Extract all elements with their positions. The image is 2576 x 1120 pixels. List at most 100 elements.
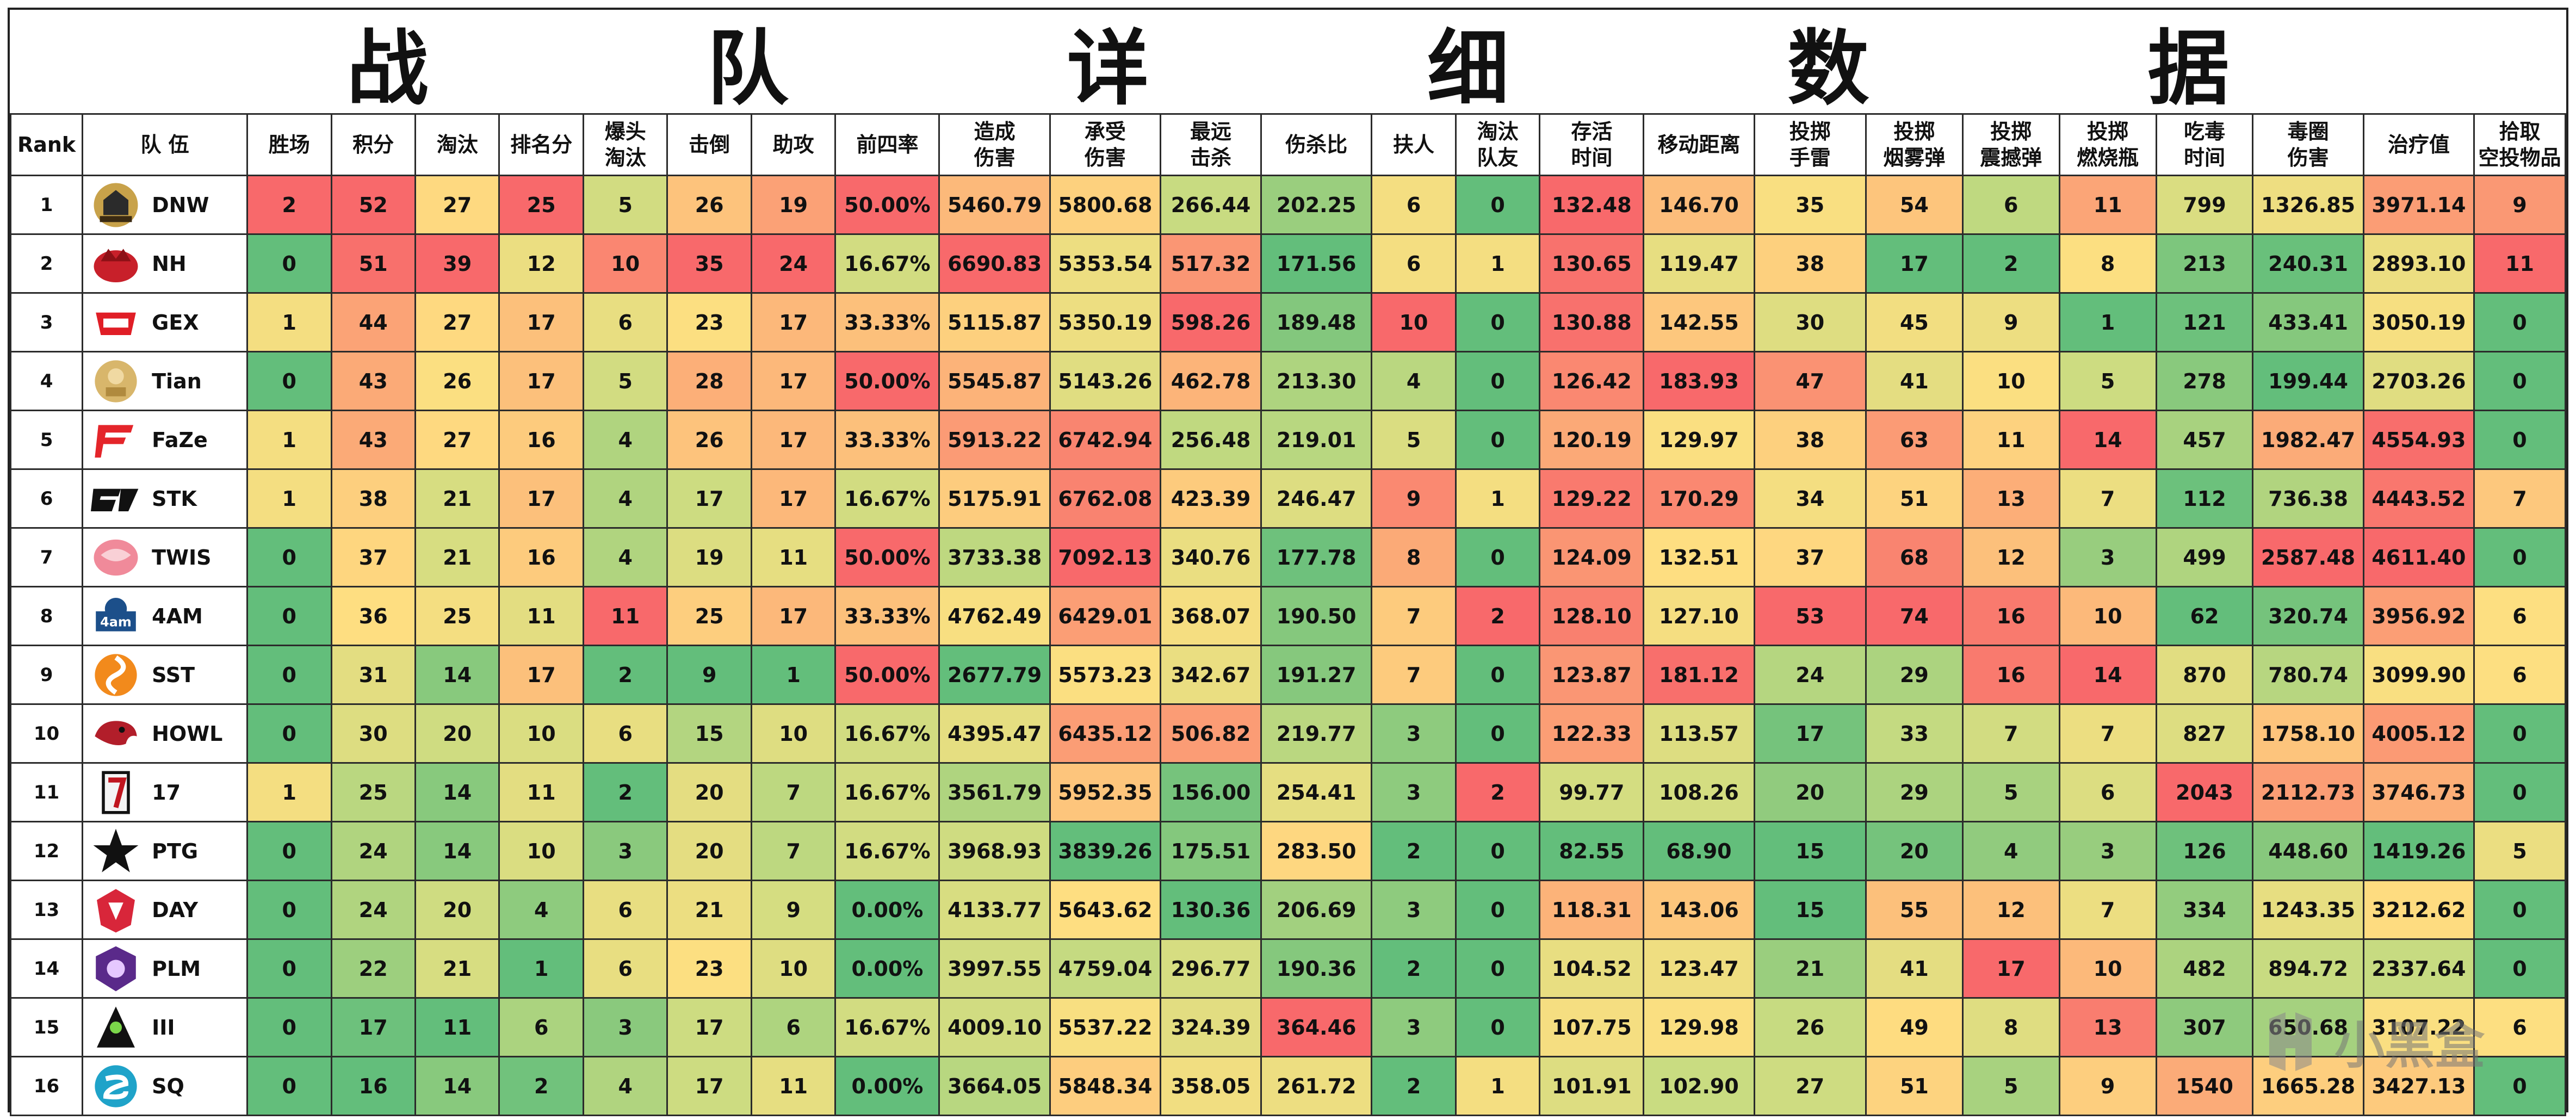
stat-cell: 4133.77 — [938, 880, 1051, 940]
plm-logo — [96, 946, 136, 991]
column-header: 助攻 — [750, 113, 837, 176]
stat-cell: 15 — [1753, 880, 1867, 940]
stat-cell: 0.00% — [834, 880, 940, 940]
stat-cell: 11 — [2058, 175, 2157, 235]
stat-cell: 17 — [498, 468, 584, 529]
stat-cell: 16 — [330, 1056, 416, 1116]
table-row: 13 DAY 0 24 20 4 6 21 9 0.00% 4133.77 5643.62 130.36… — [9, 880, 2566, 940]
nh-logo — [94, 248, 138, 282]
stat-cell: 8 — [2058, 233, 2157, 294]
stat-cell: 0 — [246, 703, 332, 764]
stat-cell: 130.65 — [1539, 233, 1645, 294]
column-header: 吃毒 时间 — [2155, 113, 2254, 176]
stat-cell: 41 — [1865, 938, 1964, 999]
stat-cell: 1419.26 — [2362, 821, 2475, 881]
stat-cell: 4 — [1961, 821, 2060, 881]
stat-cell: 25 — [666, 586, 752, 646]
column-header: 排名分 — [498, 113, 584, 176]
column-header: 伤杀比 — [1260, 113, 1373, 176]
stat-cell: 51 — [1865, 468, 1964, 529]
stat-cell: 5350.19 — [1049, 292, 1162, 352]
stat-cell: 191.27 — [1260, 645, 1373, 705]
stat-cell: 0 — [1454, 175, 1541, 235]
stat-cell: 5460.79 — [938, 175, 1051, 235]
rank-cell: 16 — [9, 1056, 84, 1116]
column-header: 投掷 震撼弹 — [1961, 113, 2060, 176]
stat-cell: 0 — [1454, 527, 1541, 587]
stat-cell: 43 — [330, 410, 416, 470]
stat-cell: 6 — [1961, 175, 2060, 235]
stat-cell: 3664.05 — [938, 1056, 1051, 1116]
stat-cell: 8 — [1961, 997, 2060, 1057]
rank-cell: 9 — [9, 645, 84, 705]
stat-cell: 20 — [666, 762, 752, 822]
stat-cell: 1 — [2058, 292, 2157, 352]
stat-cell: 827 — [2155, 703, 2254, 764]
stat-cell: 6742.94 — [1049, 410, 1162, 470]
stat-cell: 16 — [1961, 586, 2060, 646]
stat-cell: 17 — [666, 1056, 752, 1116]
stat-cell: 6 — [750, 997, 837, 1057]
stat-cell: 6 — [582, 938, 668, 999]
stat-cell: 129.98 — [1643, 997, 1755, 1057]
stat-cell: 1243.35 — [2252, 880, 2364, 940]
stat-cell: 202.25 — [1260, 175, 1373, 235]
stat-cell: 51 — [1865, 1056, 1964, 1116]
stat-cell: 35 — [1753, 175, 1867, 235]
stat-cell: 0 — [2473, 351, 2566, 411]
stat-cell: 1 — [1454, 468, 1541, 529]
stat-cell: 3 — [2058, 821, 2157, 881]
stat-cell: 278 — [2155, 351, 2254, 411]
stat-cell: 21 — [1753, 938, 1867, 999]
stat-cell: 517.32 — [1160, 233, 1262, 294]
stat-cell: 7 — [1371, 586, 1457, 646]
stat-cell: 5952.35 — [1049, 762, 1162, 822]
stat-cell: 55 — [1865, 880, 1964, 940]
team-name: DNW — [152, 193, 209, 217]
stat-cell: 54 — [1865, 175, 1964, 235]
stat-cell: 26 — [666, 410, 752, 470]
stat-cell: 33.33% — [834, 292, 940, 352]
stat-cell: 0 — [246, 1056, 332, 1116]
howl-logo — [95, 720, 137, 745]
stat-cell: 171.56 — [1260, 233, 1373, 294]
stat-cell: 126.42 — [1539, 351, 1645, 411]
stat-cell: 0 — [1454, 292, 1541, 352]
twis-logo — [94, 539, 138, 576]
stat-cell: 4762.49 — [938, 586, 1051, 646]
stat-cell: 1326.85 — [2252, 175, 2364, 235]
stat-cell: 27 — [1753, 1056, 1867, 1116]
stat-cell: 3427.13 — [2362, 1056, 2475, 1116]
stat-cell: 1 — [246, 292, 332, 352]
stat-cell: 16.67% — [834, 997, 940, 1057]
danawa-logo — [94, 183, 138, 227]
rank-cell: 4 — [9, 351, 84, 411]
stat-cell: 3212.62 — [2362, 880, 2475, 940]
stat-cell: 7 — [2058, 703, 2157, 764]
stat-cell: 0.00% — [834, 1056, 940, 1116]
stat-cell: 256.48 — [1160, 410, 1262, 470]
table-body: 1 DNW 2 52 27 25 5 26 19 50.00% 5460.79 5800.68 266.… — [9, 175, 2566, 1116]
stat-cell: 3968.93 — [938, 821, 1051, 881]
stat-cell: 6762.08 — [1049, 468, 1162, 529]
stat-cell: 170.29 — [1643, 468, 1755, 529]
stat-cell: 14 — [2058, 645, 2157, 705]
team-name: STK — [152, 486, 197, 511]
column-header: 前四率 — [834, 113, 940, 176]
stat-cell: 146.70 — [1643, 175, 1755, 235]
stat-cell: 1540 — [2155, 1056, 2254, 1116]
stat-cell: 3746.73 — [2362, 762, 2475, 822]
team-name: 17 — [152, 780, 181, 805]
stat-cell: 190.36 — [1260, 938, 1373, 999]
stat-cell: 10 — [2058, 586, 2157, 646]
column-header: 积分 — [330, 113, 416, 176]
stat-cell: 7 — [2473, 468, 2566, 529]
stat-cell: 29 — [1865, 762, 1964, 822]
team-cell: HOWL — [82, 703, 249, 764]
stat-cell: 6 — [582, 292, 668, 352]
stat-cell: 74 — [1865, 586, 1964, 646]
stat-cell: 17 — [750, 292, 837, 352]
stat-cell: 34 — [1753, 468, 1867, 529]
table-row: 10 HOWL 0 30 20 10 6 15 10 16.67% 4395.47 6435.12 50… — [9, 703, 2566, 764]
team-name: PLM — [152, 956, 201, 981]
